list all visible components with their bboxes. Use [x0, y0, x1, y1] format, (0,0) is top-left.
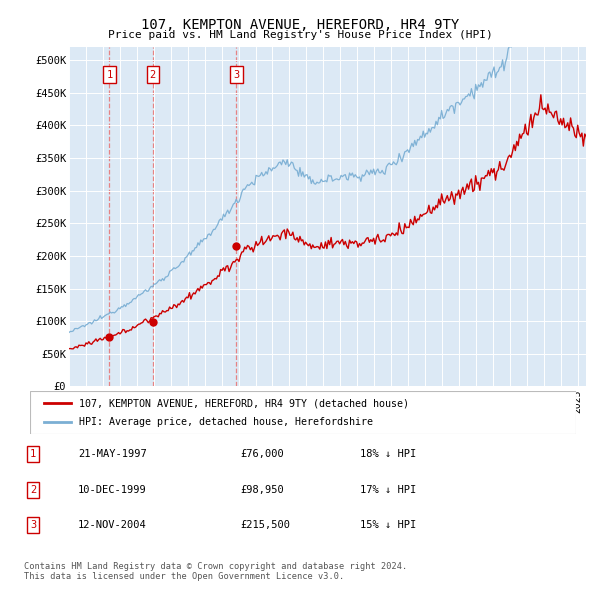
Text: 3: 3	[30, 520, 36, 530]
Text: 1: 1	[30, 450, 36, 459]
Text: 21-MAY-1997: 21-MAY-1997	[78, 450, 147, 459]
Text: 17% ↓ HPI: 17% ↓ HPI	[360, 485, 416, 494]
Text: 15% ↓ HPI: 15% ↓ HPI	[360, 520, 416, 530]
Text: 2: 2	[30, 485, 36, 494]
Text: 2: 2	[149, 70, 156, 80]
Text: 3: 3	[233, 70, 239, 80]
Text: 107, KEMPTON AVENUE, HEREFORD, HR4 9TY (detached house): 107, KEMPTON AVENUE, HEREFORD, HR4 9TY (…	[79, 398, 409, 408]
Text: Contains HM Land Registry data © Crown copyright and database right 2024.
This d: Contains HM Land Registry data © Crown c…	[24, 562, 407, 581]
Text: £215,500: £215,500	[240, 520, 290, 530]
Text: 12-NOV-2004: 12-NOV-2004	[78, 520, 147, 530]
Text: Price paid vs. HM Land Registry's House Price Index (HPI): Price paid vs. HM Land Registry's House …	[107, 30, 493, 40]
Text: 18% ↓ HPI: 18% ↓ HPI	[360, 450, 416, 459]
Text: 107, KEMPTON AVENUE, HEREFORD, HR4 9TY: 107, KEMPTON AVENUE, HEREFORD, HR4 9TY	[141, 18, 459, 32]
Text: £98,950: £98,950	[240, 485, 284, 494]
Text: £76,000: £76,000	[240, 450, 284, 459]
Text: 1: 1	[106, 70, 112, 80]
Text: 10-DEC-1999: 10-DEC-1999	[78, 485, 147, 494]
Text: HPI: Average price, detached house, Herefordshire: HPI: Average price, detached house, Here…	[79, 417, 373, 427]
